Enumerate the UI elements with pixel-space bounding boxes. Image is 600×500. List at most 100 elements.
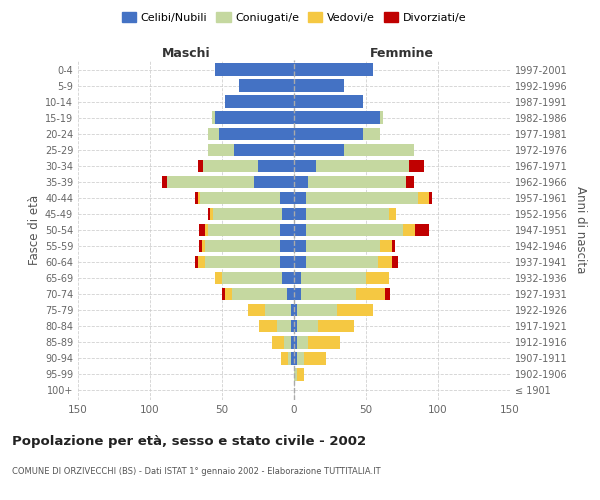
Bar (294, 96, 363, 108)
Bar (363, 128, 380, 140)
Bar (356, 288, 385, 300)
Bar (294, 352, 297, 364)
Bar (211, 208, 214, 220)
Bar (291, 320, 294, 332)
Bar (305, 192, 418, 204)
Bar (280, 192, 294, 204)
Bar (305, 256, 377, 268)
Bar (219, 128, 294, 140)
Bar (194, 256, 197, 268)
Bar (301, 272, 366, 284)
Bar (418, 192, 430, 204)
Text: Maschi: Maschi (161, 47, 211, 60)
Bar (233, 144, 294, 156)
Y-axis label: Fasce di età: Fasce di età (28, 195, 41, 265)
Bar (297, 368, 304, 380)
Bar (380, 240, 392, 252)
Bar (280, 240, 294, 252)
Bar (205, 240, 280, 252)
Bar (366, 272, 389, 284)
Bar (167, 176, 254, 188)
Bar (284, 336, 291, 348)
Text: Popolazione per età, sesso e stato civile - 2002: Popolazione per età, sesso e stato civil… (12, 435, 366, 448)
Bar (214, 208, 283, 220)
Bar (258, 160, 294, 172)
Bar (305, 224, 403, 236)
Text: Femmine: Femmine (370, 47, 434, 60)
Bar (200, 192, 280, 204)
Bar (294, 336, 297, 348)
Bar (259, 320, 277, 332)
Bar (294, 192, 305, 204)
Y-axis label: Anni di nascita: Anni di nascita (574, 186, 587, 274)
Bar (248, 304, 265, 316)
Bar (291, 336, 294, 348)
Bar (281, 352, 288, 364)
Bar (215, 64, 294, 76)
Bar (319, 320, 355, 332)
Bar (392, 256, 398, 268)
Bar (161, 176, 167, 188)
Bar (294, 256, 305, 268)
Bar (277, 320, 291, 332)
Bar (208, 208, 211, 220)
Bar (294, 208, 305, 220)
Bar (222, 288, 225, 300)
Bar (294, 320, 297, 332)
Bar (294, 288, 301, 300)
Bar (208, 224, 280, 236)
Bar (294, 240, 305, 252)
Bar (208, 144, 233, 156)
Bar (297, 320, 319, 332)
Bar (409, 160, 424, 172)
Bar (265, 304, 291, 316)
Bar (225, 288, 232, 300)
Bar (272, 336, 284, 348)
Bar (294, 368, 297, 380)
Bar (203, 160, 258, 172)
Bar (377, 256, 392, 268)
Bar (294, 80, 344, 92)
Bar (297, 352, 304, 364)
Legend: Celibi/Nubili, Coniugati/e, Vedovi/e, Divorziati/e: Celibi/Nubili, Coniugati/e, Vedovi/e, Di… (118, 8, 470, 28)
Bar (294, 176, 308, 188)
Bar (291, 304, 294, 316)
Bar (283, 208, 294, 220)
Bar (205, 256, 280, 268)
Bar (308, 336, 340, 348)
Bar (291, 352, 294, 364)
Bar (294, 224, 305, 236)
Bar (297, 336, 308, 348)
Bar (294, 112, 380, 124)
Bar (294, 128, 363, 140)
Bar (197, 160, 203, 172)
Bar (280, 224, 294, 236)
Bar (308, 176, 406, 188)
Bar (430, 192, 432, 204)
Bar (197, 192, 200, 204)
Bar (215, 112, 294, 124)
Bar (392, 240, 395, 252)
Bar (280, 256, 294, 268)
Bar (199, 224, 205, 236)
Bar (288, 352, 291, 364)
Bar (287, 288, 294, 300)
Bar (294, 64, 373, 76)
Bar (197, 256, 205, 268)
Bar (283, 272, 294, 284)
Bar (403, 224, 415, 236)
Bar (305, 208, 389, 220)
Bar (294, 304, 297, 316)
Text: COMUNE DI ORZIVECCHI (BS) - Dati ISTAT 1° gennaio 2002 - Elaborazione TUTTITALIA: COMUNE DI ORZIVECCHI (BS) - Dati ISTAT 1… (12, 468, 380, 476)
Bar (294, 272, 301, 284)
Bar (254, 176, 294, 188)
Bar (337, 304, 373, 316)
Bar (304, 352, 326, 364)
Bar (297, 304, 337, 316)
Bar (222, 272, 283, 284)
Bar (239, 80, 294, 92)
Bar (406, 176, 413, 188)
Bar (294, 160, 316, 172)
Bar (202, 240, 205, 252)
Bar (344, 144, 413, 156)
